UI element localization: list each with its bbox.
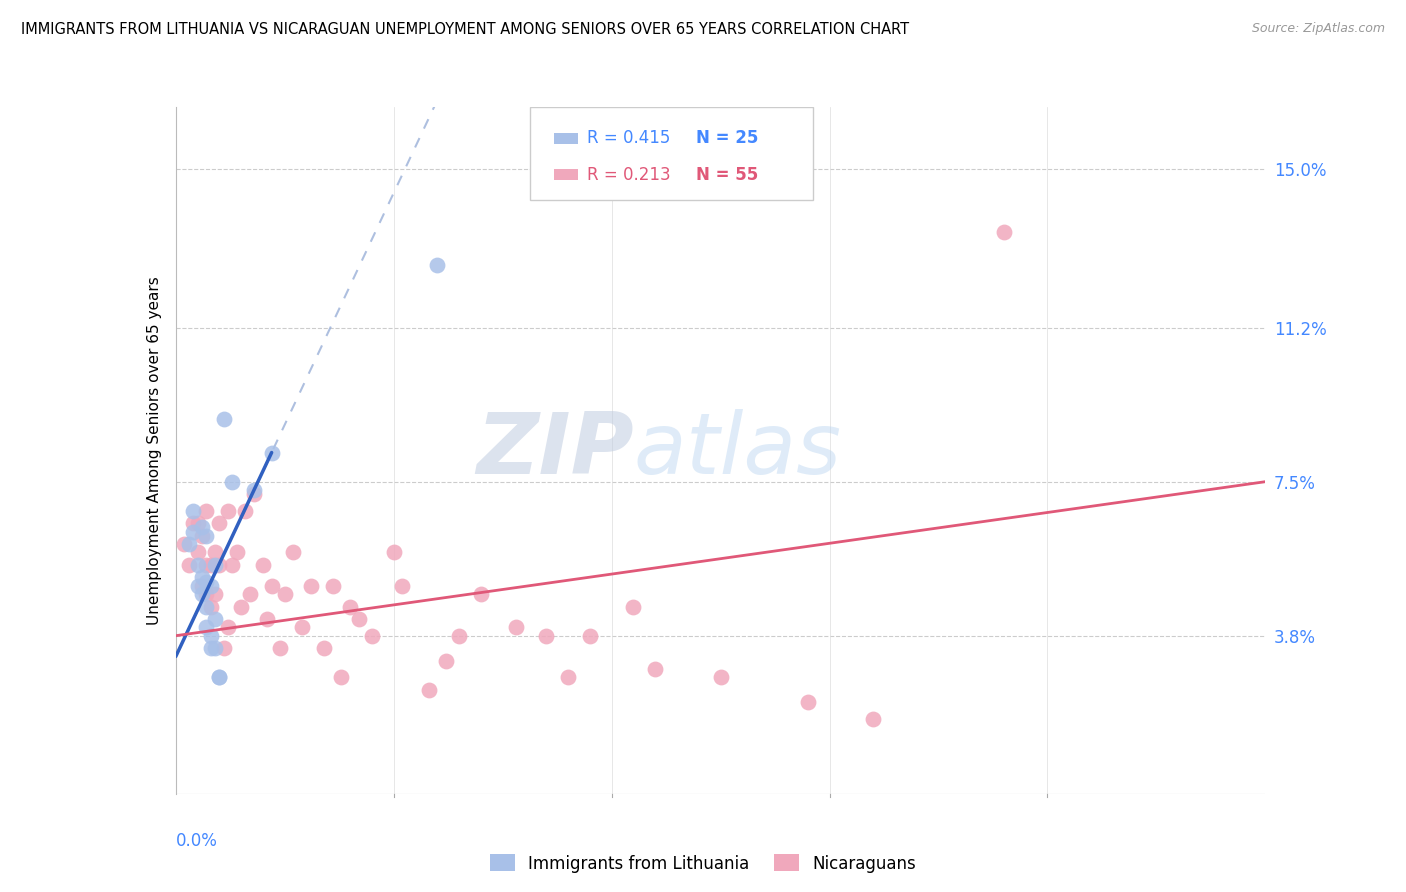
FancyBboxPatch shape	[530, 107, 813, 200]
Point	[862, 712, 884, 726]
Point	[299, 579, 322, 593]
Point	[186, 516, 209, 531]
Point	[200, 641, 222, 656]
Point	[191, 529, 214, 543]
Point	[212, 641, 235, 656]
Legend: Immigrants from Lithuania, Nicaraguans: Immigrants from Lithuania, Nicaraguans	[484, 847, 922, 880]
Point	[221, 475, 243, 489]
Point	[243, 483, 266, 497]
Point	[339, 599, 361, 614]
Point	[382, 545, 405, 559]
Point	[195, 587, 218, 601]
Point	[204, 545, 226, 559]
Point	[217, 504, 239, 518]
Point	[283, 545, 305, 559]
Text: N = 25: N = 25	[696, 129, 758, 147]
Point	[434, 654, 457, 668]
Point	[177, 558, 200, 572]
Point	[710, 670, 733, 684]
FancyBboxPatch shape	[554, 169, 578, 180]
Point	[221, 558, 243, 572]
Point	[204, 612, 226, 626]
Point	[208, 516, 231, 531]
Point	[208, 670, 231, 684]
Point	[195, 504, 218, 518]
Point	[557, 670, 579, 684]
Text: 0.0%: 0.0%	[176, 831, 218, 850]
Point	[644, 662, 666, 676]
Point	[186, 545, 209, 559]
Point	[239, 587, 262, 601]
Text: R = 0.213: R = 0.213	[586, 166, 671, 184]
Point	[330, 670, 353, 684]
Point	[191, 520, 214, 534]
Point	[243, 487, 266, 501]
Point	[181, 524, 204, 539]
Point	[579, 629, 602, 643]
Point	[217, 620, 239, 634]
Point	[195, 599, 218, 614]
Point	[200, 629, 222, 643]
Point	[225, 545, 247, 559]
Point	[391, 579, 413, 593]
Point	[186, 579, 209, 593]
Point	[204, 558, 226, 572]
Text: ZIP: ZIP	[475, 409, 633, 492]
Point	[195, 574, 218, 589]
Point	[260, 445, 283, 459]
Point	[231, 599, 253, 614]
Point	[204, 587, 226, 601]
Point	[204, 641, 226, 656]
Point	[191, 570, 214, 584]
Point	[470, 587, 492, 601]
Point	[191, 579, 214, 593]
Point	[274, 587, 297, 601]
Point	[426, 258, 449, 272]
Y-axis label: Unemployment Among Seniors over 65 years: Unemployment Among Seniors over 65 years	[146, 277, 162, 624]
Point	[195, 620, 218, 634]
Text: N = 55: N = 55	[696, 166, 758, 184]
Point	[195, 529, 218, 543]
FancyBboxPatch shape	[554, 133, 578, 144]
Point	[200, 579, 222, 593]
Point	[200, 599, 222, 614]
Point	[360, 629, 382, 643]
Point	[418, 682, 440, 697]
Point	[447, 629, 470, 643]
Point	[796, 695, 818, 709]
Point	[505, 620, 527, 634]
Point	[256, 612, 278, 626]
Point	[177, 537, 200, 551]
Point	[186, 558, 209, 572]
Point	[195, 558, 218, 572]
Point	[181, 504, 204, 518]
Point	[235, 504, 257, 518]
Point	[212, 412, 235, 426]
Point	[322, 579, 344, 593]
Point	[993, 225, 1015, 239]
Point	[208, 558, 231, 572]
Text: IMMIGRANTS FROM LITHUANIA VS NICARAGUAN UNEMPLOYMENT AMONG SENIORS OVER 65 YEARS: IMMIGRANTS FROM LITHUANIA VS NICARAGUAN …	[21, 22, 910, 37]
Point	[291, 620, 314, 634]
Point	[621, 599, 644, 614]
Text: Source: ZipAtlas.com: Source: ZipAtlas.com	[1251, 22, 1385, 36]
Point	[191, 587, 214, 601]
Point	[260, 579, 283, 593]
Point	[312, 641, 335, 656]
Text: R = 0.415: R = 0.415	[586, 129, 669, 147]
Text: atlas: atlas	[633, 409, 841, 492]
Point	[269, 641, 291, 656]
Point	[347, 612, 370, 626]
Point	[534, 629, 557, 643]
Point	[208, 670, 231, 684]
Point	[173, 537, 195, 551]
Point	[181, 516, 204, 531]
Point	[200, 558, 222, 572]
Point	[252, 558, 274, 572]
